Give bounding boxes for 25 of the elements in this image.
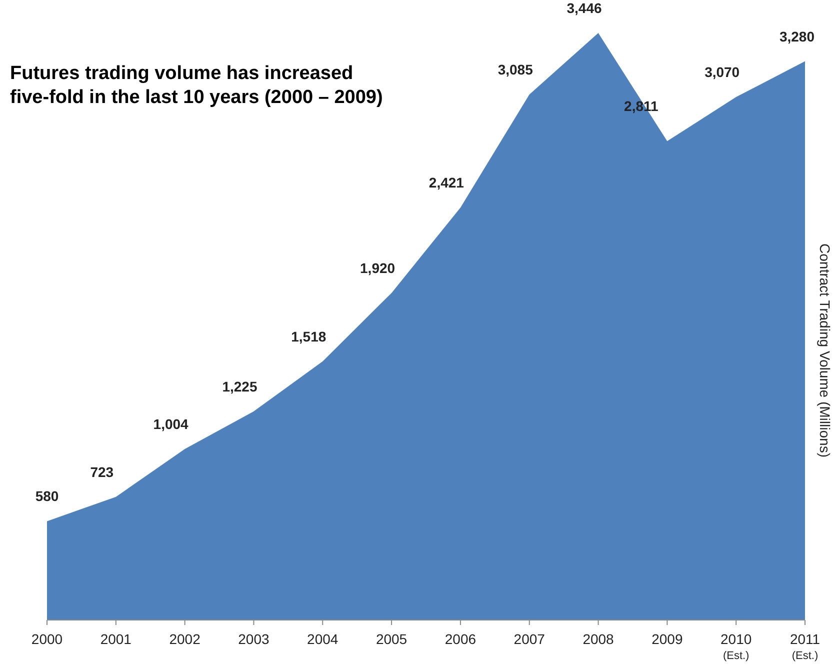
x-tick-label: 2008 xyxy=(582,631,614,647)
x-tick-label: 2010 (Est.) xyxy=(720,631,752,662)
x-tick-label: 2005 xyxy=(376,631,408,647)
x-tick-label: 2011 (Est.) xyxy=(790,631,820,662)
data-label: 1,225 xyxy=(222,378,258,394)
x-tick-label: 2009 xyxy=(652,631,683,647)
text: Futures trading volume has increased five-fold in the last 10 years (2000 – 2009) xyxy=(10,63,383,108)
x-tick-label: 2002 xyxy=(169,631,201,647)
x-tick-label: 2007 xyxy=(514,631,546,647)
x-tick-label: 2001 xyxy=(100,631,132,647)
data-label: 580 xyxy=(35,488,59,504)
data-label: 2,421 xyxy=(428,174,464,191)
data-label: 1,920 xyxy=(360,260,396,276)
y-axis-title: Contract Trading Volume (Millions) xyxy=(817,244,833,458)
data-label: 3,070 xyxy=(704,64,740,80)
data-label: 3,446 xyxy=(566,0,602,16)
data-label: 3,280 xyxy=(779,28,815,44)
x-tick-label: 2003 xyxy=(238,631,270,647)
x-tick-label: 2000 xyxy=(31,631,63,647)
x-tick-label: 2006 xyxy=(444,631,476,647)
data-label: 3,085 xyxy=(498,61,534,78)
data-label: 1,518 xyxy=(291,328,326,344)
x-tick-label: 2004 xyxy=(307,631,338,647)
data-label: 1,004 xyxy=(153,416,189,432)
data-label: 723 xyxy=(90,464,114,480)
